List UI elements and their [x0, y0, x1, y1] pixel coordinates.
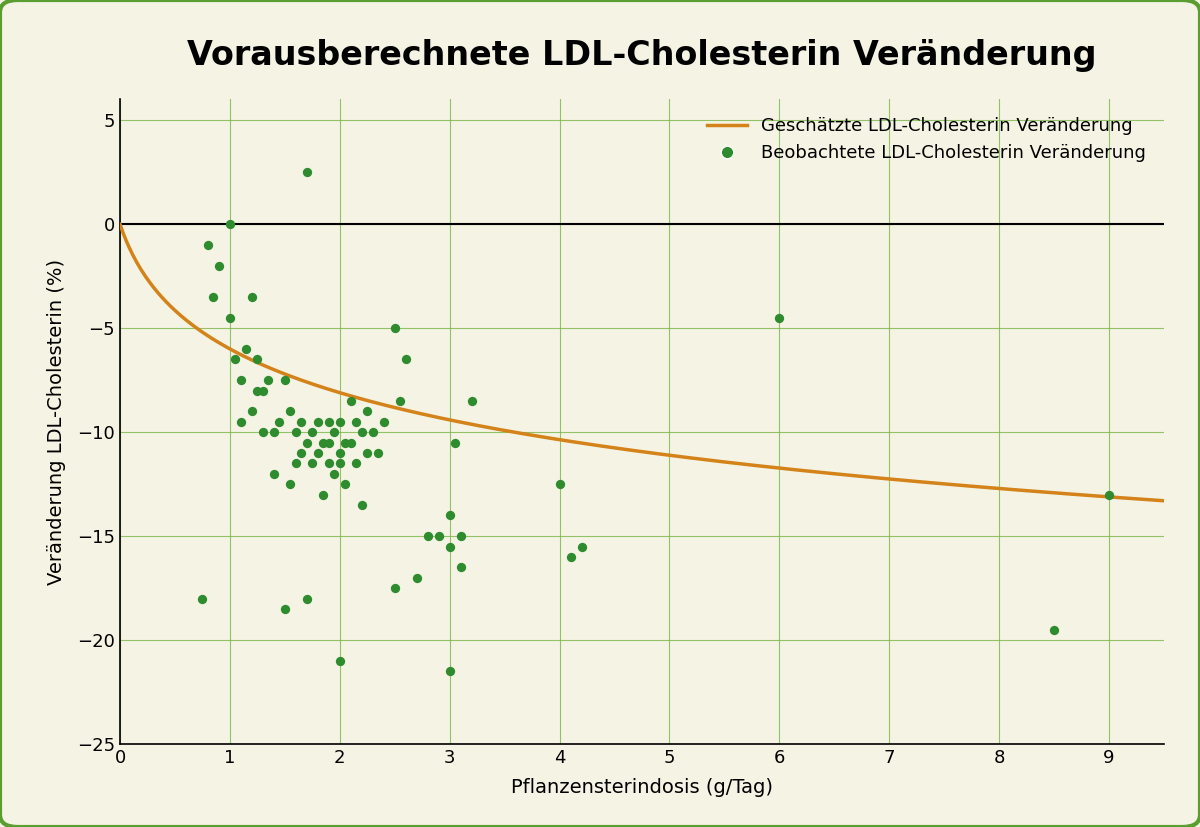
Point — [341, 394, 360, 408]
Point — [319, 415, 338, 428]
Point — [313, 436, 332, 449]
Point — [253, 426, 272, 439]
Point — [319, 457, 338, 470]
Point — [298, 592, 317, 605]
Point — [232, 415, 251, 428]
Point — [451, 561, 470, 574]
Point — [385, 581, 404, 595]
Point — [445, 436, 464, 449]
Point — [319, 436, 338, 449]
Point — [374, 415, 394, 428]
Point — [396, 353, 415, 366]
Point — [440, 509, 460, 522]
Point — [313, 488, 332, 501]
Point — [292, 447, 311, 460]
Point — [204, 290, 223, 304]
Point — [462, 394, 481, 408]
Point — [358, 447, 377, 460]
Point — [391, 394, 410, 408]
Title: Vorausberechnete LDL-Cholesterin Veränderung: Vorausberechnete LDL-Cholesterin Verände… — [187, 39, 1097, 71]
Point — [336, 436, 355, 449]
Point — [385, 322, 404, 335]
Point — [198, 238, 217, 251]
Point — [264, 467, 283, 480]
Point — [347, 415, 366, 428]
Point — [368, 447, 388, 460]
Point — [352, 499, 371, 512]
Point — [364, 426, 383, 439]
Point — [221, 218, 240, 231]
Point — [292, 415, 311, 428]
Point — [341, 436, 360, 449]
Point — [226, 353, 245, 366]
Point — [550, 477, 569, 490]
Point — [308, 447, 328, 460]
Point — [281, 404, 300, 418]
Point — [193, 592, 212, 605]
Point — [221, 311, 240, 324]
Point — [440, 540, 460, 553]
Point — [287, 426, 306, 439]
Point — [302, 426, 322, 439]
Point — [253, 384, 272, 397]
Point — [440, 665, 460, 678]
Point — [259, 374, 278, 387]
Point — [330, 654, 349, 667]
Point — [242, 404, 262, 418]
Point — [451, 529, 470, 543]
Point — [281, 477, 300, 490]
X-axis label: Pflanzensterindosis (g/Tag): Pflanzensterindosis (g/Tag) — [511, 778, 773, 797]
Legend: Geschätzte LDL-Cholesterin Veränderung, Beobachtete LDL-Cholesterin Veränderung: Geschätzte LDL-Cholesterin Veränderung, … — [698, 108, 1154, 171]
Point — [302, 457, 322, 470]
Point — [270, 415, 289, 428]
Point — [308, 415, 328, 428]
Point — [275, 374, 294, 387]
Point — [298, 436, 317, 449]
Point — [352, 426, 371, 439]
Point — [418, 529, 437, 543]
Point — [330, 447, 349, 460]
Point — [264, 426, 283, 439]
Y-axis label: Veränderung LDL-Cholesterin (%): Veränderung LDL-Cholesterin (%) — [47, 259, 66, 585]
Point — [236, 342, 256, 356]
Point — [330, 457, 349, 470]
Point — [407, 571, 426, 585]
Point — [1044, 624, 1063, 637]
Point — [287, 457, 306, 470]
Point — [347, 457, 366, 470]
Point — [572, 540, 592, 553]
Point — [769, 311, 788, 324]
Point — [358, 404, 377, 418]
Point — [336, 477, 355, 490]
Point — [560, 551, 580, 564]
Point — [247, 384, 266, 397]
Point — [247, 353, 266, 366]
Point — [325, 467, 344, 480]
Point — [330, 415, 349, 428]
Point — [298, 165, 317, 179]
Point — [232, 374, 251, 387]
Point — [242, 290, 262, 304]
Point — [209, 259, 228, 272]
Point — [430, 529, 449, 543]
Point — [275, 602, 294, 615]
Point — [1099, 488, 1118, 501]
Point — [325, 426, 344, 439]
